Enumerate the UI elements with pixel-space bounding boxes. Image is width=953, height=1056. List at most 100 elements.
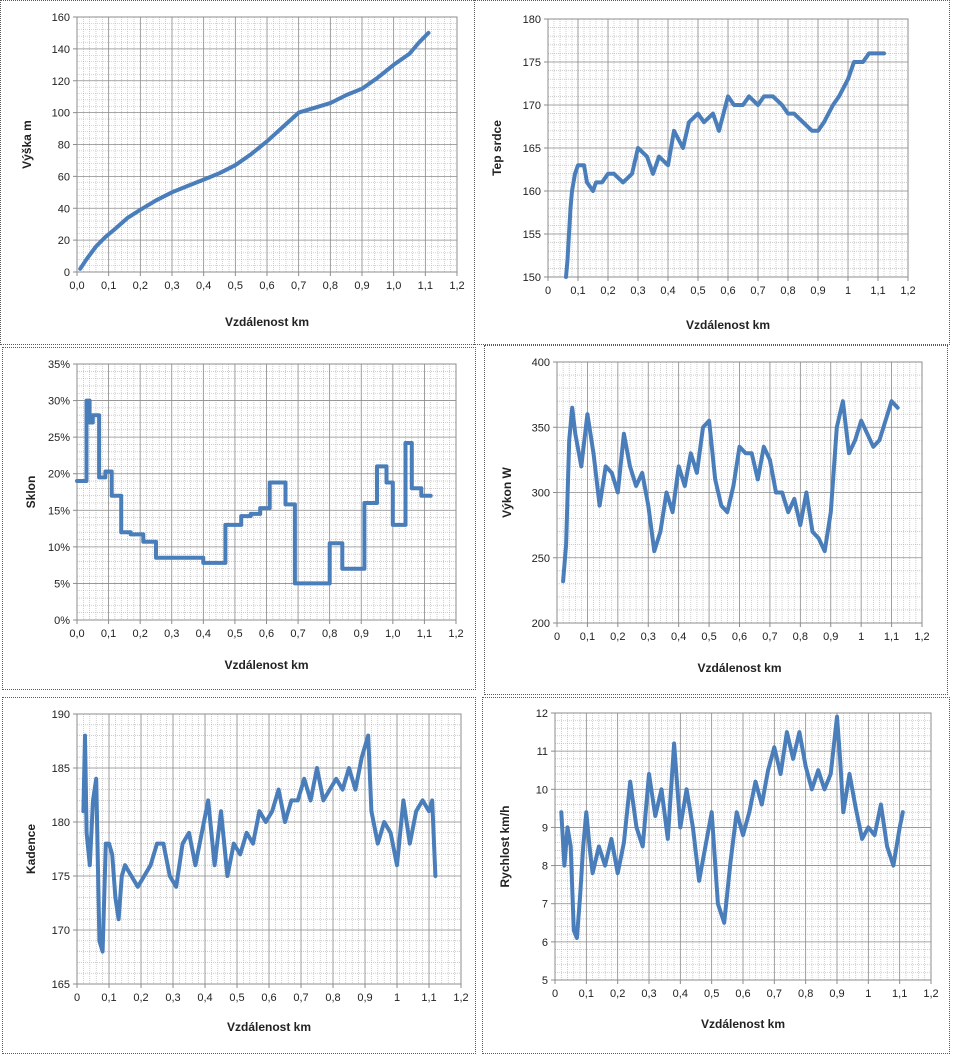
x-tick-label: 1,2 <box>448 628 463 640</box>
y-tick-label: 20 <box>58 235 70 247</box>
y-tick-label: 20% <box>48 469 70 481</box>
y-tick-label: 30% <box>48 396 70 408</box>
chart-tep-srdce: 0 0,1 0,2 0,3 0,4 0,5 0,6 0,7 0,8 0,9 1 1,1 1,2 150 15… <box>490 14 916 332</box>
x-tick-label: 0,4 <box>673 988 688 1000</box>
x-tick-label: 1,2 <box>900 285 915 297</box>
series-line-0 <box>561 399 900 584</box>
x-tick-label: 0 <box>554 631 560 643</box>
x-tick-label: 0,5 <box>228 280 243 292</box>
y-tick-label: 100 <box>52 108 70 120</box>
y-tick-label: 120 <box>52 76 70 88</box>
y-tick-label: 300 <box>532 488 550 500</box>
x-tick-label: 0,7 <box>750 285 765 297</box>
series-line-0 <box>564 51 886 279</box>
y-axis-title: Výkon W <box>500 466 514 517</box>
x-tick-label: 0,3 <box>641 988 656 1000</box>
plot-border <box>76 713 462 985</box>
x-tick-label: 0,8 <box>323 280 338 292</box>
chart-panel-vykon: 0 0,1 0,2 0,3 0,4 0,5 0,6 0,7 0,8 0,9 1 1,1 1,2 200 25… <box>484 345 948 695</box>
x-tick-label: 1,2 <box>449 280 464 292</box>
x-tick-label: 1,1 <box>892 988 907 1000</box>
x-tick-label: 0,9 <box>823 631 838 643</box>
x-tick-label: 0,9 <box>810 285 825 297</box>
y-tick-label: 35% <box>48 359 70 371</box>
y-tick-label: 170 <box>523 100 541 112</box>
x-tick-label: 0,7 <box>767 988 782 1000</box>
x-tick-label: 0,4 <box>660 285 675 297</box>
y-tick-label: 8 <box>542 861 548 873</box>
x-tick-label: 0,5 <box>701 631 716 643</box>
x-tick-label: 1,1 <box>417 628 432 640</box>
chart-vykon: 0 0,1 0,2 0,3 0,4 0,5 0,6 0,7 0,8 0,9 1 1,1 1,2 200 25… <box>500 357 930 675</box>
x-tick-label: 0 <box>545 285 551 297</box>
x-tick-label: 1 <box>858 631 864 643</box>
series-line-0 <box>75 398 433 586</box>
x-tick-label: 0,5 <box>690 285 705 297</box>
x-tick-label: 0,9 <box>354 280 369 292</box>
x-tick-label: 0,5 <box>227 628 242 640</box>
y-tick-label: 11 <box>537 746 548 758</box>
x-tick-label: 0,1 <box>579 988 594 1000</box>
y-axis-title: Sklon <box>24 476 38 509</box>
y-tick-label: 400 <box>532 357 550 369</box>
x-axis-title: Vzdálenost km <box>224 658 308 672</box>
x-tick-label: 0,6 <box>732 631 747 643</box>
x-tick-label: 0,7 <box>293 992 308 1004</box>
x-tick-label: 0,3 <box>630 285 645 297</box>
y-tick-label: 140 <box>52 44 70 56</box>
y-tick-label: 185 <box>52 763 70 775</box>
y-tick-label: 10% <box>48 542 70 554</box>
x-tick-label: 0,4 <box>197 992 212 1004</box>
x-tick-label: 0,6 <box>259 280 274 292</box>
x-tick-label: 1,2 <box>914 631 929 643</box>
x-tick-label: 0,8 <box>325 992 340 1004</box>
x-tick-label: 0,1 <box>580 631 595 643</box>
y-tick-label: 350 <box>532 422 550 434</box>
x-tick-label: 0,3 <box>165 992 180 1004</box>
x-tick-label: 0,2 <box>133 280 148 292</box>
x-tick-label: 0,6 <box>259 628 274 640</box>
y-tick-label: 12 <box>536 708 548 720</box>
y-tick-label: 0% <box>54 615 70 627</box>
x-tick-label: 0,6 <box>735 988 750 1000</box>
x-tick-label: 0,5 <box>704 988 719 1000</box>
y-axis-title: Výška m <box>20 120 34 169</box>
x-tick-label: 0,4 <box>671 631 686 643</box>
x-tick-label: 0,1 <box>101 280 116 292</box>
x-tick-label: 1,1 <box>421 992 436 1004</box>
x-tick-label: 0,9 <box>354 628 369 640</box>
x-tick-label: 0,6 <box>261 992 276 1004</box>
x-tick-label: 0,7 <box>290 628 305 640</box>
x-tick-label: 0,9 <box>357 992 372 1004</box>
chart-panel-rychlost: 0 0,1 0,2 0,3 0,4 0,5 0,6 0,7 0,8 0,9 1 1,1 1,2 5 6 7 8 9… <box>482 697 950 1054</box>
y-tick-label: 160 <box>52 12 70 24</box>
y-tick-label: 175 <box>523 57 541 69</box>
plot-border <box>554 712 932 981</box>
y-tick-label: 170 <box>52 925 70 937</box>
x-tick-label: 0,2 <box>610 988 625 1000</box>
y-tick-label: 6 <box>542 937 548 949</box>
x-tick-label: 0,3 <box>164 280 179 292</box>
x-tick-label: 0 <box>74 992 80 1004</box>
x-tick-label: 0,7 <box>291 280 306 292</box>
y-tick-label: 200 <box>532 618 550 630</box>
y-tick-label: 80 <box>58 140 70 152</box>
y-tick-label: 165 <box>52 979 70 991</box>
x-axis-title: Vzdálenost km <box>225 315 309 329</box>
x-tick-label: 0 <box>552 988 558 1000</box>
y-tick-label: 180 <box>52 817 70 829</box>
x-tick-label: 1,2 <box>453 992 468 1004</box>
x-tick-label: 0,1 <box>570 285 585 297</box>
x-tick-label: 0,1 <box>101 992 116 1004</box>
series-line-0 <box>559 714 905 940</box>
chart-panel-sklon: 0,0 0,1 0,2 0,3 0,4 0,5 0,6 0,7 0,8 0,9 1,0 1,1 1,2 0… <box>2 347 476 690</box>
y-tick-label: 0 <box>64 267 70 279</box>
y-tick-label: 150 <box>523 272 541 284</box>
x-tick-label: 1 <box>865 988 871 1000</box>
plot-border <box>76 363 457 621</box>
x-tick-label: 0,9 <box>829 988 844 1000</box>
plot-border <box>76 16 458 273</box>
y-tick-label: 5 <box>542 975 548 987</box>
x-tick-label: 0,2 <box>133 992 148 1004</box>
x-tick-label: 1,1 <box>870 285 885 297</box>
